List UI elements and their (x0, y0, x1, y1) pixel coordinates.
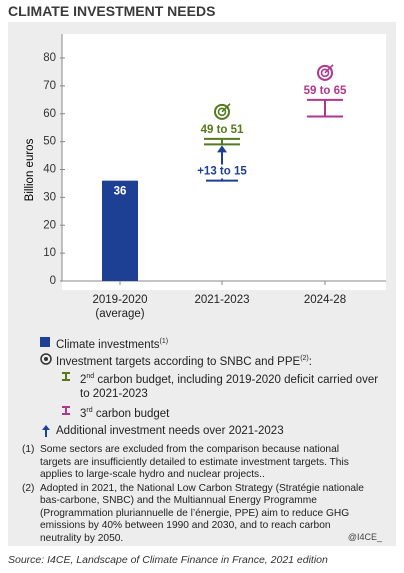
footnote-text: Adopted in 2021, the National Low Carbon… (40, 482, 364, 544)
target-ring (317, 64, 333, 81)
legend-label: carbon budget (92, 407, 170, 420)
legend-label: carbon budget, including 2019-2020 defic… (80, 373, 379, 400)
chart-title: CLIMATE INVESTMENT NEEDS (8, 3, 216, 19)
legend-item: Investment targets according to SNBC and… (40, 352, 380, 370)
y-tick-label: 30 (43, 191, 56, 203)
footnote-mark: (2) (22, 482, 35, 494)
chart: Billion euros 0 10 20 30 40 50 60 70 80 36 49 to 5… (24, 34, 386, 290)
legend-note: (2) (300, 355, 309, 362)
footnote-mark: (1) (22, 444, 35, 455)
y-tick-label: 60 (43, 108, 56, 120)
target-icon (40, 353, 52, 365)
y-tick-label: 80 (43, 52, 56, 64)
x-tick-label: 2024-28 (303, 294, 347, 306)
legend-note: (1) (159, 338, 169, 345)
target-icon (317, 64, 334, 81)
bar-label: 36 (114, 186, 127, 198)
y-axis-label: Billion euros (24, 138, 36, 201)
legend-item: 2nd carbon budget, including 2019-2020 d… (40, 370, 380, 401)
footnote: (1) Some sectors are excluded from the co… (22, 444, 372, 482)
legend-item: 3rd carbon budget (40, 404, 380, 421)
legend-item: Additional investment needs over 2021-20… (40, 424, 380, 441)
legend-swatch-stem (65, 374, 67, 379)
additional-arrowhead (217, 145, 227, 153)
legend-ordinal: 2 (80, 373, 87, 386)
label-bg (194, 164, 250, 179)
legend-ordinal-suffix: rd (86, 406, 93, 414)
target-ring (320, 68, 330, 78)
x-tick-label: 2019-2020 (average) (92, 294, 148, 320)
target-icon (214, 103, 231, 120)
footnote-text: Some sectors are excluded from the compa… (40, 444, 349, 480)
legend-label: Climate investments (56, 338, 160, 351)
legend-swatch (62, 372, 70, 381)
legend-punct: : (308, 355, 312, 368)
target-dart (221, 103, 231, 113)
footnotes: (1) Some sectors are excluded from the co… (22, 444, 372, 546)
arrow-icon (42, 424, 50, 437)
range-label: 59 to 65 (304, 85, 347, 97)
legend-swatch (40, 337, 50, 347)
legend-item: Climate investments(1) (40, 335, 380, 352)
range-label: 49 to 51 (201, 124, 244, 136)
bar (102, 180, 138, 281)
y-tick-label: 0 (50, 275, 56, 287)
y-tick-label: 70 (43, 80, 56, 92)
credit: @I4CE_ (347, 532, 382, 542)
x-tick-label: 2021-2023 (194, 294, 250, 306)
legend-label: Investment targets according to SNBC and… (56, 355, 301, 368)
target-ring (217, 107, 227, 117)
additional-label: +13 to 15 (197, 166, 247, 178)
footnote: (2) Adopted in 2021, the National Low Car… (22, 483, 372, 546)
legend: Climate investments(1) Investment target… (40, 335, 380, 441)
source: Source: I4CE, Landscape of Climate Finan… (8, 554, 328, 566)
legend-ordinal-suffix: nd (86, 373, 95, 380)
legend-label: Additional investment needs over 2021-20… (56, 424, 284, 437)
y-tick-label: 10 (43, 247, 56, 259)
target-dart (324, 64, 334, 74)
legend-ordinal: 3 (80, 407, 87, 420)
y-tick-label: 20 (43, 219, 56, 231)
y-tick-label: 40 (43, 164, 56, 176)
legend-swatch (62, 405, 70, 415)
target-ring (214, 103, 230, 120)
y-tick-label: 50 (43, 136, 56, 148)
legend-swatch-stem (65, 407, 67, 413)
